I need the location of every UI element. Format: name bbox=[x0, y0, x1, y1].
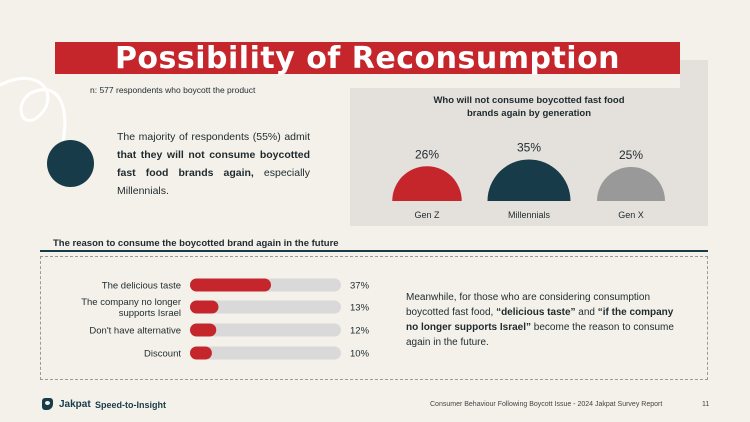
jakpat-logo: Jakpat bbox=[42, 398, 91, 410]
bar-category-label: Discount bbox=[144, 349, 181, 360]
bar-value-label: 12% bbox=[350, 326, 370, 337]
bar-track bbox=[190, 300, 341, 314]
bar-category-label: The company no longer bbox=[81, 297, 181, 308]
title-banner: Possibility of Reconsumption bbox=[55, 40, 680, 76]
decorative-circle bbox=[47, 140, 94, 187]
bar-track bbox=[190, 346, 341, 360]
bar-fill bbox=[190, 323, 217, 337]
generation-value-label: 26% bbox=[415, 147, 439, 161]
bar-category-label: The delicious taste bbox=[102, 281, 181, 292]
sample-size-note: n: 577 respondents who boycott the produ… bbox=[90, 85, 256, 95]
generation-panel: Who will not consume boycotted fast food… bbox=[350, 60, 708, 226]
reason-divider bbox=[40, 250, 708, 252]
summary-bold: that they will not consume boycotted fas… bbox=[117, 149, 310, 179]
report-name: Consumer Behaviour Following Boycott Iss… bbox=[430, 401, 663, 408]
generation-arc-gen-x bbox=[597, 167, 665, 201]
generation-category-label: Gen Z bbox=[414, 210, 440, 220]
generation-chart: 26% Gen Z 35% Millennials 25% Gen X bbox=[392, 141, 665, 220]
bar-category-label: supports Israel bbox=[119, 308, 181, 319]
page-title: Possibility of Reconsumption bbox=[114, 40, 621, 76]
bar-value-label: 13% bbox=[350, 303, 370, 314]
generation-chart-title: Who will not consume boycotted fast food… bbox=[433, 95, 625, 119]
reason-heading: The reason to consume the boycotted bran… bbox=[53, 238, 339, 249]
bar-fill bbox=[190, 278, 272, 292]
summary-text: The majority of respondents (55%) admit … bbox=[117, 131, 310, 197]
decorative-swirl-icon bbox=[0, 77, 67, 167]
bar-fill bbox=[190, 346, 212, 360]
brand-name: Jakpat bbox=[59, 398, 91, 410]
generation-category-label: Gen X bbox=[618, 210, 644, 220]
generation-category-label: Millennials bbox=[508, 210, 551, 220]
generation-value-label: 35% bbox=[517, 141, 541, 155]
reason-panel: The delicious taste 37% The company no lon… bbox=[40, 256, 708, 380]
bar-value-label: 10% bbox=[350, 349, 370, 360]
bar-category-label: Don't have alternative bbox=[89, 326, 181, 337]
bar-fill bbox=[190, 300, 219, 314]
tagline: Speed-to-Insight bbox=[95, 400, 166, 410]
bar-value-label: 37% bbox=[350, 281, 370, 292]
page-number: 11 bbox=[702, 401, 710, 408]
generation-arc-gen-z bbox=[392, 166, 462, 201]
generation-arc-millennials bbox=[487, 159, 571, 201]
jakpat-logo-icon bbox=[42, 398, 53, 410]
bar-track bbox=[190, 323, 341, 337]
meanwhile-text: Meanwhile, for those who are considering… bbox=[406, 292, 674, 348]
reason-bar-chart: The delicious taste 37% The company no lon… bbox=[81, 278, 370, 360]
generation-value-label: 25% bbox=[619, 148, 643, 162]
